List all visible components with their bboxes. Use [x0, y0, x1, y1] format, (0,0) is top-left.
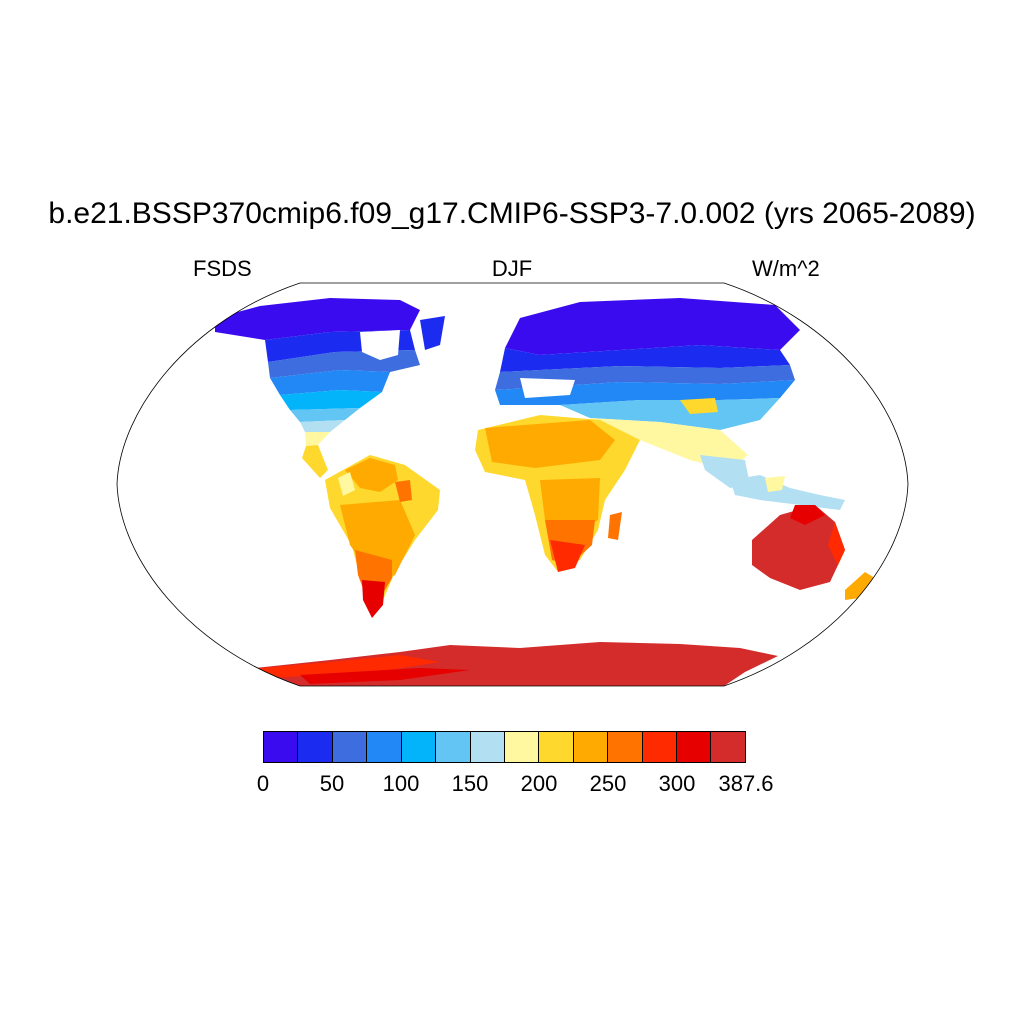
- colorbar-swatch: [332, 732, 368, 762]
- colorbar-swatch: [504, 732, 540, 762]
- australia: [752, 505, 878, 600]
- colorbar-swatch: [539, 732, 574, 762]
- colorbar-tick-label: 300: [658, 771, 696, 796]
- colorbar-tick-label: 250: [589, 771, 627, 796]
- map-outline: [116, 282, 909, 687]
- africa: [475, 415, 640, 572]
- season-label: DJF: [491, 256, 533, 281]
- colorbar-tick-label: 50: [319, 771, 345, 796]
- colorbar-swatch: [298, 732, 333, 762]
- colorbar-swatch: [608, 732, 643, 762]
- plot-title: b.e21.BSSP370cmip6.f09_g17.CMIP6-SSP3-7.…: [48, 197, 976, 230]
- antarctica: [255, 642, 778, 686]
- colorbar-swatch: [264, 732, 299, 762]
- eurasia: [495, 298, 800, 488]
- colorbar-tick-label: 0: [256, 771, 270, 796]
- colorbar-tick-label: 150: [451, 771, 489, 796]
- colorbar-tick-label: 100: [382, 771, 420, 796]
- variable-label: FSDS: [193, 256, 252, 281]
- colorbar-swatch: [642, 732, 678, 762]
- maritime-asia: [730, 475, 845, 510]
- colorbar-tick-label: 387.6: [718, 771, 774, 796]
- colorbar-swatch: [436, 732, 471, 762]
- south-america: [325, 455, 440, 618]
- colorbar-swatch: [470, 732, 505, 762]
- colorbar-swatch: [367, 732, 402, 762]
- colorbar-swatch: [573, 732, 609, 762]
- units-label: W/m^2: [752, 256, 820, 281]
- north-america: [215, 298, 445, 478]
- colorbar-tick-label: 200: [520, 771, 558, 796]
- colorbar-swatch: [711, 732, 745, 762]
- colorbar-swatch: [401, 732, 437, 762]
- colorbar-swatch: [677, 732, 712, 762]
- colorbar: [263, 731, 746, 763]
